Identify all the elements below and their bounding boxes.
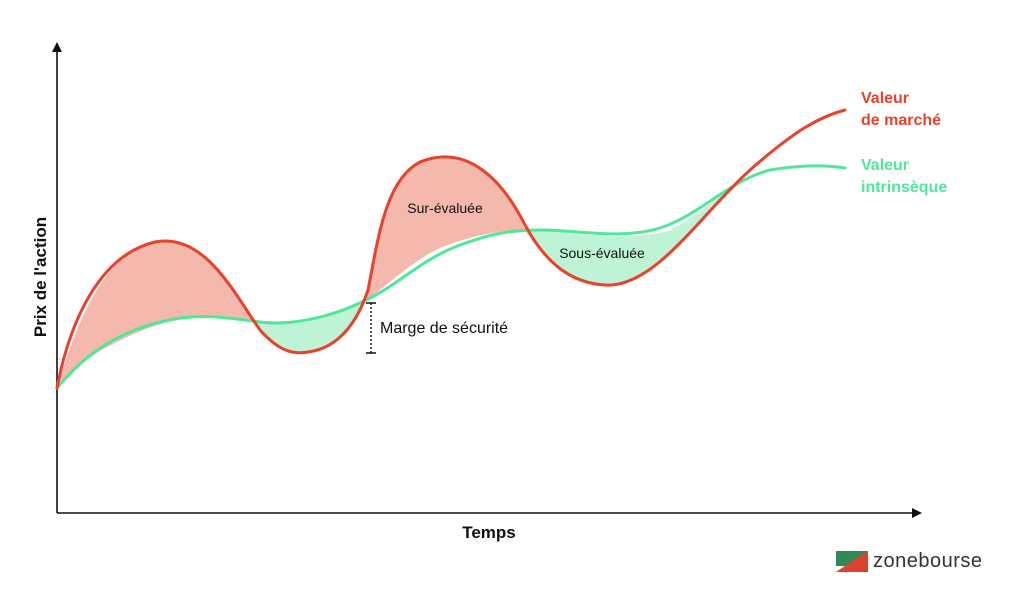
legend-market-line1: Valeur	[861, 90, 909, 107]
legend-intrinsic-line2: intrinsèque	[861, 179, 947, 196]
market-value-line	[55, 108, 847, 390]
x-axis-arrow-icon	[912, 508, 922, 518]
legend-market-line2: de marché	[861, 112, 941, 129]
margin-of-safety-bracket	[366, 302, 376, 354]
intrinsic-value-line	[55, 164, 847, 390]
overvalued-area-2	[366, 156, 525, 300]
undervalued-label: Sous-évaluée	[559, 245, 645, 261]
margin-of-safety-label: Marge de sécurité	[380, 320, 508, 337]
zonebourse-logo-icon	[836, 551, 868, 572]
legend-intrinsic-line1: Valeur	[861, 157, 909, 174]
zonebourse-logo: zonebourse	[836, 550, 983, 572]
overvalued-label: Sur-évaluée	[407, 200, 483, 216]
overvalued-fill-group	[57, 156, 525, 388]
overvalued-area-1	[57, 240, 255, 388]
axes	[52, 42, 922, 518]
y-axis-arrow-icon	[52, 42, 62, 52]
x-axis-label: Temps	[462, 523, 516, 542]
y-axis-label: Prix de l'action	[31, 217, 50, 337]
undervalued-area-2	[525, 185, 735, 286]
brand-name: zonebourse	[873, 550, 983, 572]
